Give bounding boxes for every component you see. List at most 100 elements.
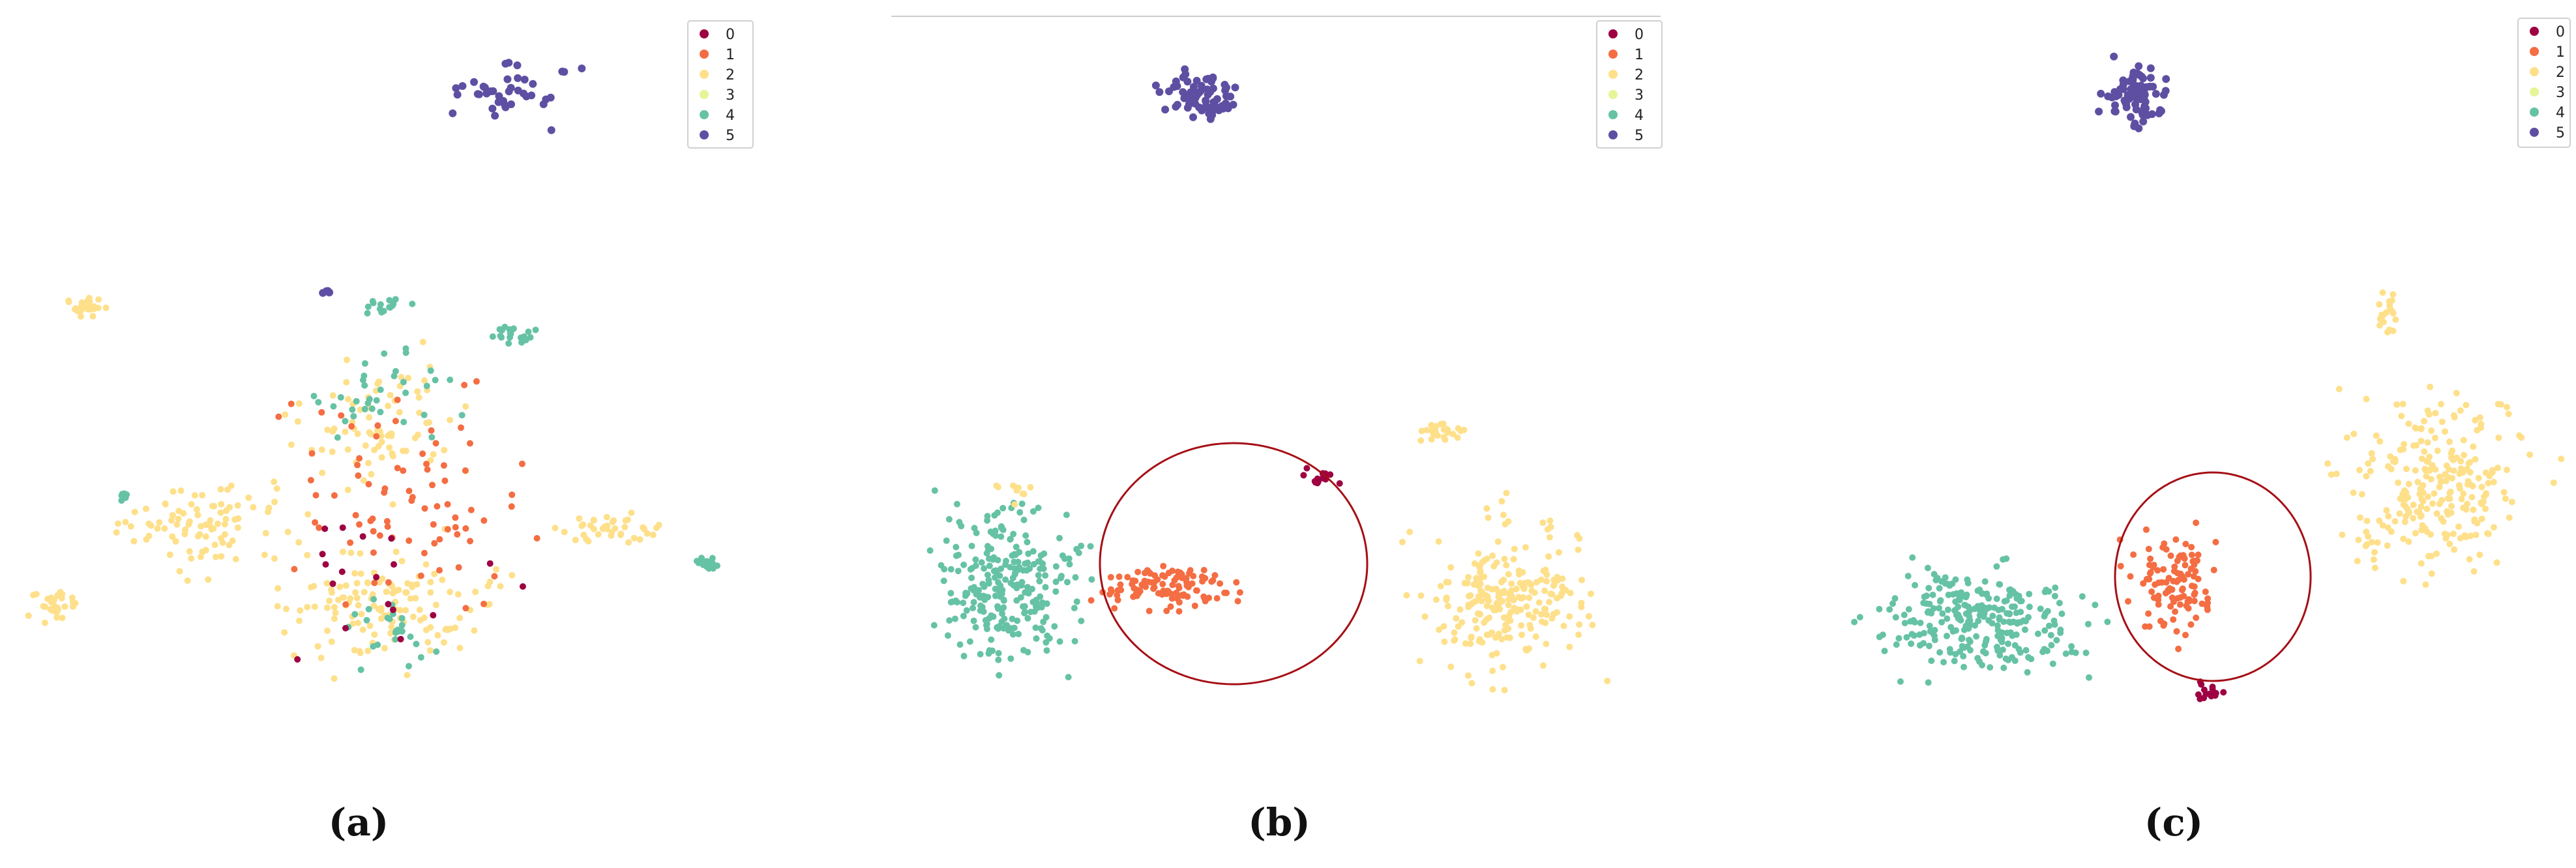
data-point-label-2 (1499, 598, 1506, 605)
data-point-label-4 (1985, 617, 1992, 624)
data-point-label-2 (234, 502, 241, 509)
data-point-label-2 (2392, 316, 2399, 323)
data-point-label-4 (1994, 622, 2001, 629)
data-point-label-0 (1314, 475, 1321, 482)
data-point-label-5 (503, 75, 512, 83)
scatter-panel-a: 0 1 2 3 4 5 (a) (0, 0, 859, 868)
data-point-label-4 (1052, 578, 1059, 585)
data-point-label-1 (2193, 615, 2200, 621)
data-point-label-2 (1444, 429, 1451, 436)
data-point-label-2 (57, 588, 64, 596)
data-point-label-2 (319, 469, 326, 476)
data-point-label-2 (84, 305, 91, 311)
data-point-label-2 (336, 583, 344, 590)
data-point-label-2 (1428, 436, 1435, 443)
data-point-label-4 (2072, 649, 2079, 656)
data-point-label-2 (392, 548, 400, 555)
legend-label-0: 0 (1635, 27, 1644, 43)
data-point-label-2 (2460, 490, 2467, 497)
data-point-label-4 (1071, 605, 1078, 612)
data-point-label-4 (1911, 618, 1918, 626)
data-point-label-4 (1078, 542, 1085, 549)
data-point-label-4 (1923, 592, 1930, 600)
data-point-label-2 (2432, 410, 2439, 416)
data-point-label-2 (1443, 594, 1450, 601)
data-point-label-1 (533, 535, 540, 542)
data-point-label-2 (1555, 549, 1562, 556)
data-point-label-5 (558, 67, 567, 76)
data-point-label-2 (130, 538, 138, 545)
data-point-label-4 (1998, 629, 2006, 636)
data-point-label-4 (2086, 674, 2092, 681)
data-point-label-2 (2418, 527, 2425, 534)
data-point-label-2 (1501, 555, 1508, 562)
data-point-label-2 (188, 555, 195, 562)
data-point-label-2 (2400, 536, 2407, 542)
data-point-label-4 (1072, 574, 1079, 581)
data-point-label-1 (440, 462, 447, 469)
data-point-label-2 (2457, 465, 2465, 472)
data-point-label-4 (2001, 598, 2008, 605)
data-point-label-4 (1027, 609, 1034, 616)
data-point-label-4 (1944, 581, 1951, 588)
data-point-label-4 (995, 579, 1001, 586)
data-point-label-4 (1962, 594, 1970, 601)
data-point-label-5 (449, 109, 457, 117)
data-point-label-4 (1979, 661, 1985, 669)
data-point-label-1 (2183, 602, 2190, 609)
data-point-label-4 (996, 572, 1003, 579)
data-point-label-2 (329, 448, 336, 456)
data-point-label-4 (377, 409, 384, 416)
data-point-label-1 (1198, 573, 1206, 580)
data-point-label-4 (2018, 598, 2025, 605)
data-point-label-2 (1510, 556, 1517, 563)
data-point-label-5 (1226, 93, 1235, 101)
data-point-label-2 (2410, 515, 2417, 522)
data-point-label-2 (273, 485, 280, 492)
data-point-label-4 (1025, 550, 1032, 557)
data-point-label-2 (342, 428, 349, 435)
data-point-label-0 (519, 583, 526, 590)
data-point-label-1 (365, 481, 372, 487)
data-point-label-2 (1471, 560, 1478, 567)
data-point-label-2 (2420, 482, 2427, 489)
data-point-label-2 (170, 488, 177, 495)
data-point-label-4 (1029, 508, 1037, 515)
data-point-label-4 (2000, 556, 2007, 563)
data-point-label-2 (1501, 687, 1508, 693)
data-point-label-2 (218, 500, 225, 508)
data-point-label-4 (985, 580, 992, 587)
data-point-label-2 (209, 502, 216, 510)
data-point-label-4 (2022, 646, 2030, 654)
data-point-label-1 (2204, 606, 2211, 613)
data-point-label-2 (447, 588, 454, 596)
data-point-label-2 (625, 539, 632, 546)
data-point-label-1 (1151, 579, 1158, 586)
data-point-label-2 (1475, 550, 1482, 557)
data-point-label-4 (310, 392, 318, 399)
data-point-label-4 (1013, 585, 1020, 592)
data-point-label-2 (274, 603, 281, 610)
data-point-label-2 (1440, 623, 1447, 630)
data-point-label-2 (283, 605, 289, 613)
legend-label-5: 5 (1635, 128, 1644, 144)
data-point-label-1 (312, 492, 319, 499)
data-point-label-2 (649, 531, 657, 538)
data-point-label-4 (2034, 630, 2041, 637)
data-point-label-1 (419, 450, 426, 457)
data-point-label-1 (2202, 588, 2209, 596)
data-point-label-4 (1024, 538, 1031, 545)
data-point-label-2 (304, 603, 311, 611)
data-point-label-2 (383, 588, 390, 596)
data-point-label-2 (389, 450, 396, 457)
data-point-label-1 (434, 503, 441, 510)
data-point-label-2 (2355, 536, 2362, 543)
data-point-label-5 (501, 59, 510, 68)
data-point-label-4 (2006, 592, 2013, 599)
data-point-label-4 (953, 543, 960, 551)
data-point-label-1 (2172, 536, 2180, 543)
data-point-label-2 (1468, 633, 1475, 641)
data-point-label-2 (218, 535, 224, 542)
data-point-label-2 (1588, 590, 1594, 598)
data-point-label-5 (1161, 106, 1170, 114)
